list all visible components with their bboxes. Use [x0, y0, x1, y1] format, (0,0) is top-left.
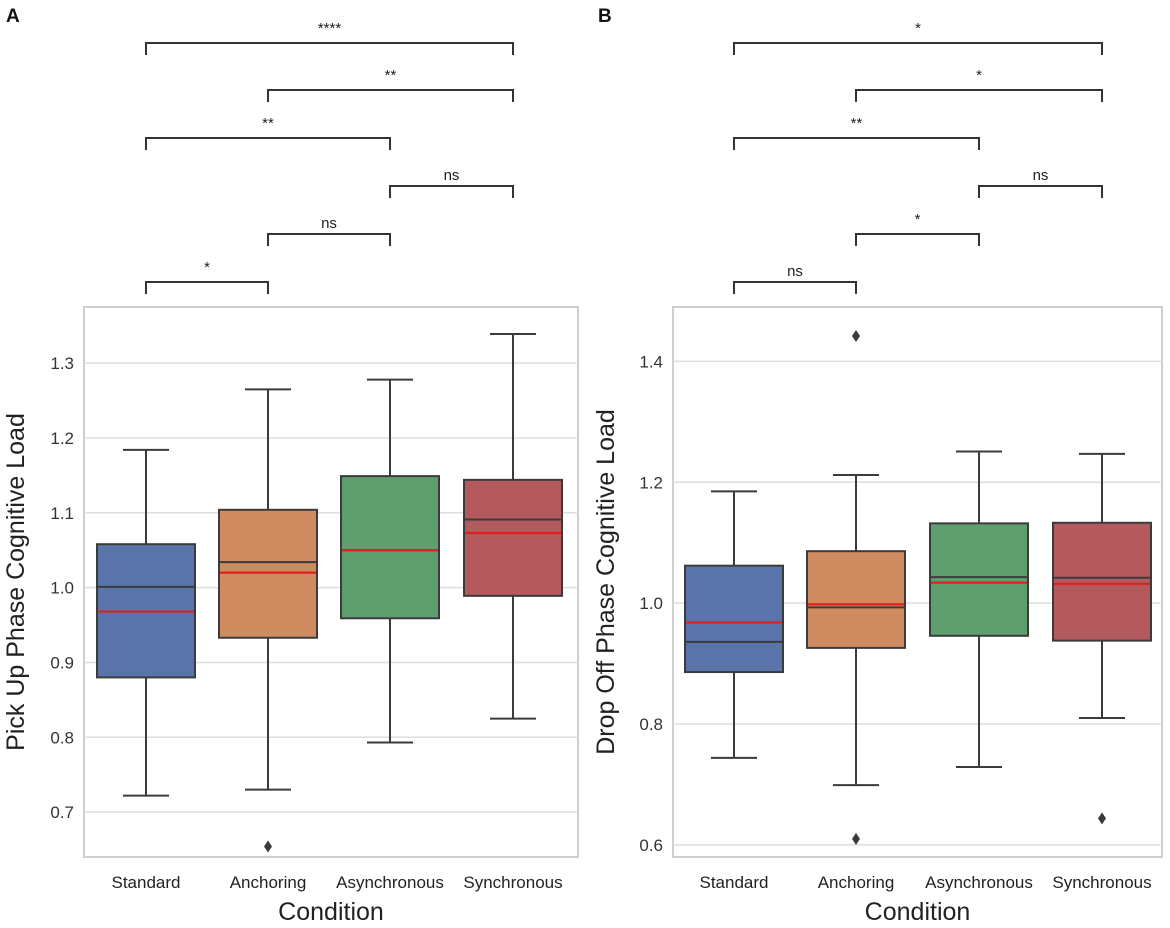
- iqr-box: [340, 475, 440, 620]
- significance-label: ns: [787, 263, 803, 280]
- y-tick-label: 1.2: [639, 473, 663, 492]
- box-standard: [96, 448, 196, 797]
- outlier-point: [264, 840, 272, 853]
- significance-label: ns: [444, 167, 460, 184]
- x-tick-label: Anchoring: [818, 873, 895, 892]
- x-tick-label: Synchronous: [463, 873, 562, 892]
- y-tick-label: 1.3: [50, 354, 74, 373]
- bracket-line: [389, 185, 514, 198]
- panel-label: A: [6, 6, 20, 27]
- box-anchoring: [806, 330, 906, 845]
- significance-label: *: [915, 20, 921, 37]
- iqr-box: [218, 508, 318, 639]
- x-tick-label: Standard: [112, 873, 181, 892]
- significance-label: *: [976, 67, 982, 84]
- bracket-line: [855, 233, 980, 246]
- significance-label: **: [262, 115, 274, 132]
- y-tick-label: 0.8: [50, 728, 74, 747]
- box-anchoring: [218, 388, 318, 853]
- bracket-line: [855, 89, 1103, 102]
- x-tick-label: Standard: [700, 873, 769, 892]
- y-axis-label: Drop Off Phase Cognitive Load: [592, 409, 620, 755]
- significance-label: **: [851, 115, 863, 132]
- iqr-box: [929, 522, 1029, 637]
- outlier-point: [852, 330, 860, 343]
- significance-bracket: *: [855, 211, 980, 246]
- x-tick-label: Anchoring: [230, 873, 307, 892]
- significance-bracket: **: [733, 115, 980, 150]
- significance-label: ****: [318, 20, 342, 37]
- bracket-line: [145, 281, 269, 294]
- box-asynchronous: [340, 378, 440, 744]
- bracket-line: [145, 137, 391, 150]
- significance-bracket: *: [145, 259, 269, 294]
- y-tick-label: 1.4: [639, 352, 663, 371]
- box-standard: [684, 490, 784, 759]
- significance-label: *: [204, 259, 210, 276]
- bracket-line: [733, 281, 857, 294]
- y-tick-label: 1.1: [50, 504, 74, 523]
- bracket-line: [733, 42, 1103, 55]
- bracket-line: [733, 137, 980, 150]
- significance-bracket: ns: [389, 167, 514, 198]
- panel-a: A 0.7 0.8 0.9 1.0 1.1 1.2 1.3 Standard Anchoring A…: [2, 6, 579, 926]
- box-synchronous: [463, 332, 563, 720]
- y-tick-label: 1.0: [50, 579, 74, 598]
- y-tick-label: 1.0: [639, 594, 663, 613]
- iqr-box: [1052, 521, 1152, 642]
- y-axis-label: Pick Up Phase Cognitive Load: [2, 413, 30, 751]
- significance-bracket: ns: [733, 263, 857, 294]
- iqr-box: [806, 550, 906, 649]
- outlier-point: [852, 832, 860, 845]
- outlier-point: [1098, 812, 1106, 825]
- panel-label: B: [598, 6, 612, 27]
- x-tick-label: Asynchronous: [336, 873, 444, 892]
- x-tick-label: Asynchronous: [925, 873, 1033, 892]
- significance-bracket: *: [733, 20, 1103, 55]
- x-axis-label: Condition: [865, 898, 971, 926]
- y-tick-label: 0.6: [639, 836, 663, 855]
- bracket-line: [267, 233, 391, 246]
- significance-bracket: **: [267, 67, 514, 102]
- significance-bracket: ns: [978, 167, 1103, 198]
- significance-bracket: ns: [267, 215, 391, 246]
- y-tick-label: 0.9: [50, 653, 74, 672]
- significance-label: ns: [1033, 167, 1049, 184]
- panel-b: B 0.6 0.8 1.0 1.2 1.4 Standard Anchoring Asynchr…: [592, 6, 1163, 926]
- y-tick-label: 1.2: [50, 429, 74, 448]
- bracket-line: [978, 185, 1103, 198]
- significance-label: ns: [321, 215, 337, 232]
- iqr-box: [463, 478, 563, 597]
- significance-bracket: ****: [145, 20, 514, 55]
- x-axis-label: Condition: [278, 898, 384, 926]
- box-asynchronous: [929, 450, 1029, 768]
- significance-label: **: [385, 67, 397, 84]
- y-tick-label: 0.8: [639, 715, 663, 734]
- significance-label: *: [915, 211, 921, 228]
- bracket-line: [145, 42, 514, 55]
- bracket-line: [267, 89, 514, 102]
- significance-bracket: **: [145, 115, 391, 150]
- iqr-box: [684, 564, 784, 674]
- box-synchronous: [1052, 452, 1152, 825]
- significance-bracket: *: [855, 67, 1103, 102]
- y-tick-label: 0.7: [50, 803, 74, 822]
- x-tick-label: Synchronous: [1052, 873, 1151, 892]
